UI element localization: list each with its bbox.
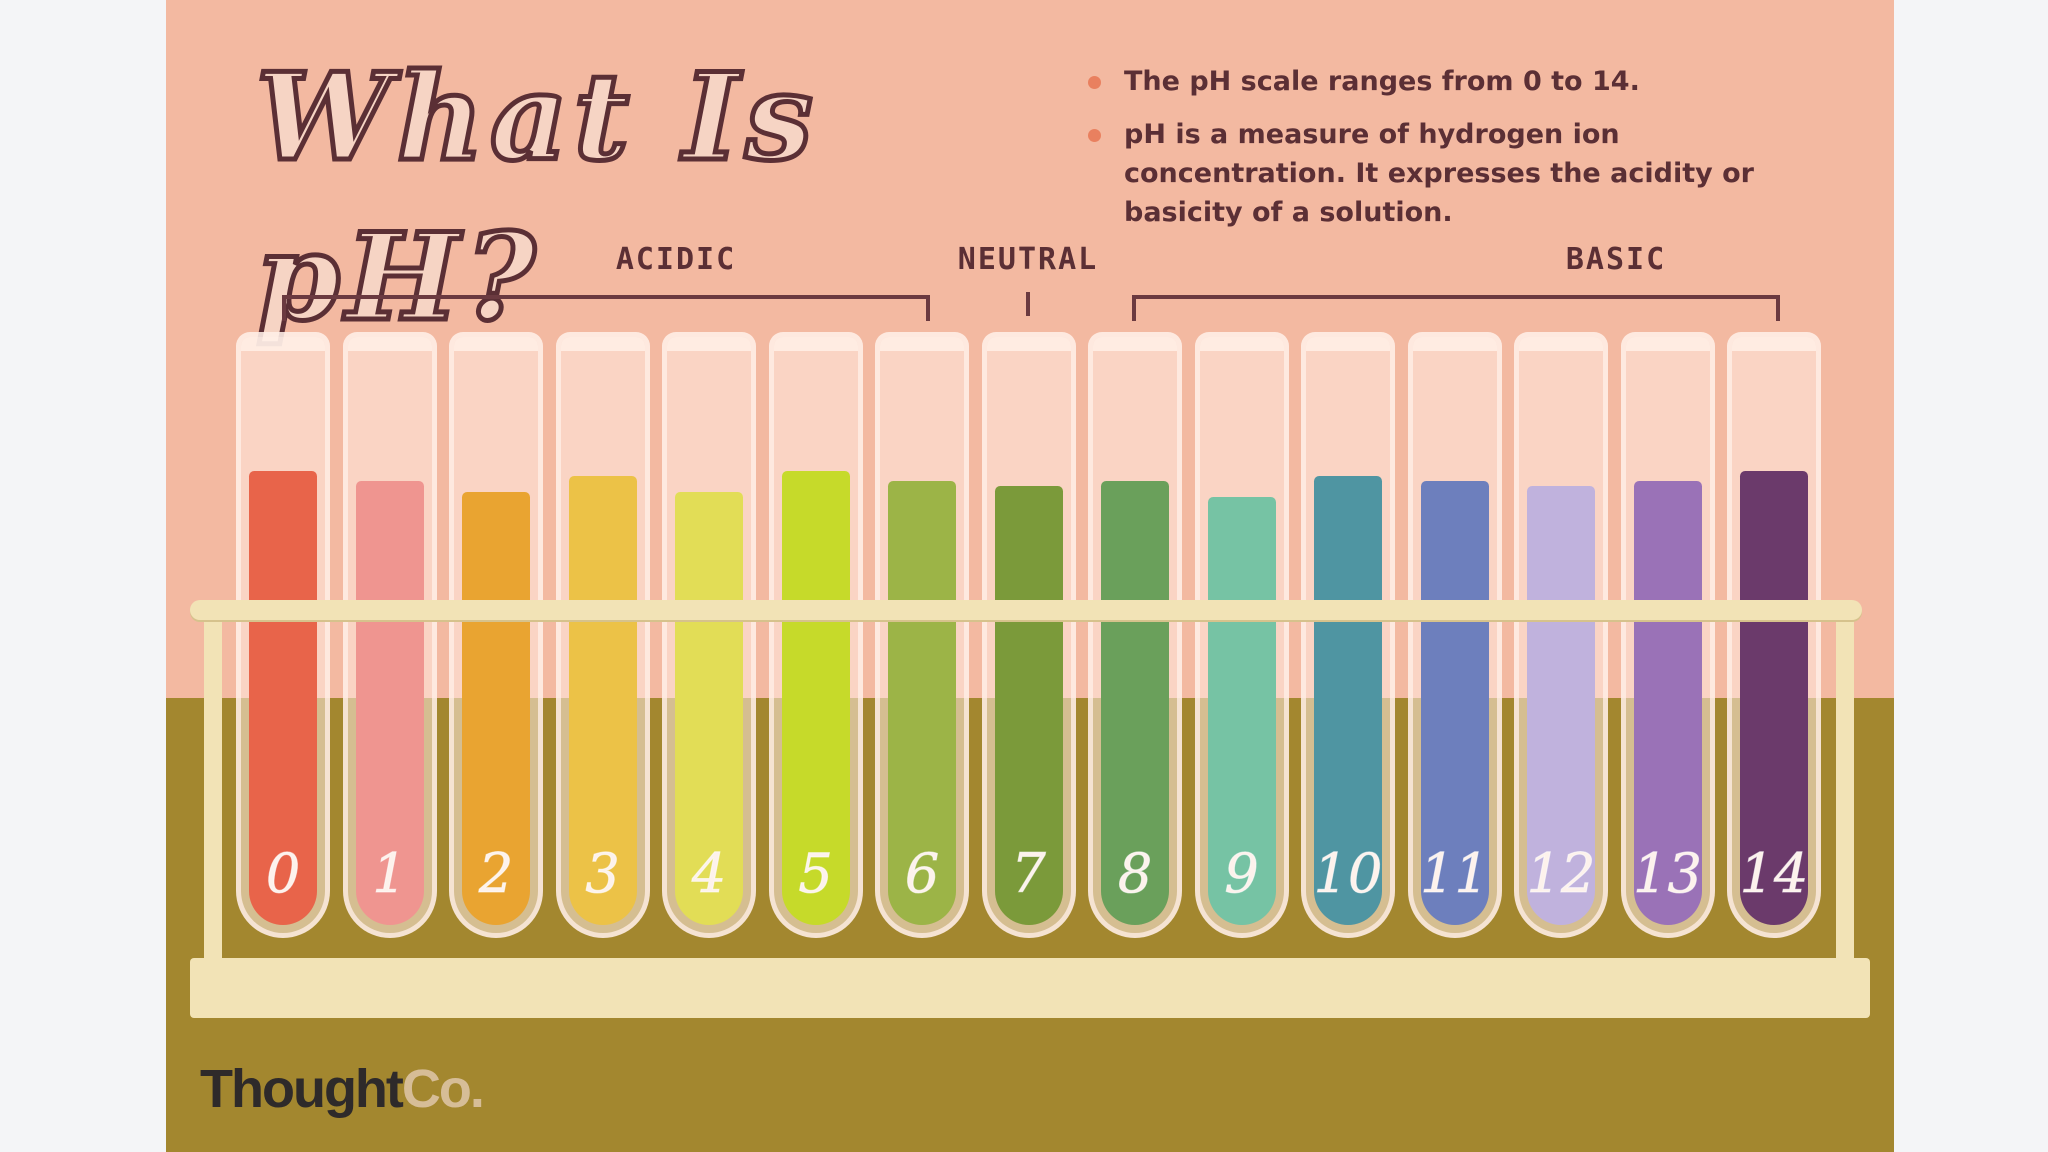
tube-ph-number: 6 — [904, 842, 940, 906]
tube-liquid — [781, 471, 850, 925]
tube-rim — [1732, 337, 1816, 351]
tube-ph-number: 9 — [1224, 842, 1259, 906]
test-tube-ph-7: 7 — [981, 332, 1076, 938]
test-tube-ph-5: 5 — [768, 332, 863, 938]
tube-liquid — [1101, 481, 1169, 925]
logo-part-co: Co. — [401, 1059, 485, 1119]
test-tube-ph-14: 14 — [1727, 332, 1821, 938]
tube-ph-number: 10 — [1313, 842, 1383, 906]
page-title: What Is pH? — [254, 45, 819, 351]
tube-liquid — [888, 481, 956, 925]
test-tube-ph-0: 0 — [236, 332, 330, 938]
test-tube-ph-8: 8 — [1088, 332, 1182, 938]
ph-poster: What Is pH? The pH scale ranges from 0 t… — [166, 0, 1894, 1152]
tube-rim — [1625, 337, 1710, 351]
test-tube-ph-2: 2 — [449, 332, 543, 938]
test-tube-ph-9: 9 — [1194, 332, 1289, 938]
tube-rim — [986, 337, 1071, 351]
test-tube-ph-13: 13 — [1620, 332, 1715, 938]
tube-ph-number: 11 — [1420, 842, 1490, 906]
tube-ph-number: 13 — [1633, 842, 1703, 906]
tube-liquid — [462, 492, 530, 925]
tube-rim — [347, 337, 432, 351]
tube-rim — [241, 337, 325, 351]
tube-liquid — [1740, 471, 1808, 925]
tube-rim — [1519, 337, 1603, 351]
basic-label: BASIC — [1565, 242, 1667, 277]
thoughtco-logo: ThoughtCo. — [200, 1058, 485, 1120]
tube-rim — [454, 337, 538, 351]
tube-ph-number: 3 — [585, 842, 620, 906]
tube-liquid — [675, 492, 743, 925]
tube-ph-number: 14 — [1739, 842, 1809, 906]
bullet-list: The pH scale ranges from 0 to 14. pH is … — [1088, 62, 1848, 246]
test-tube-ph-6: 6 — [875, 332, 969, 938]
test-tube-ph-4: 4 — [662, 332, 756, 938]
tube-rim — [773, 337, 858, 351]
rack-post-right — [1836, 610, 1854, 970]
tube-liquid — [1314, 476, 1382, 925]
bullet-scale-range: The pH scale ranges from 0 to 14. — [1088, 62, 1848, 101]
tube-liquid — [1527, 486, 1595, 925]
tube-liquid — [1633, 481, 1702, 925]
basic-bracket — [1132, 295, 1780, 321]
tube-rim — [1093, 337, 1177, 351]
tube-ph-number: 2 — [478, 842, 514, 906]
bullet-definition: pH is a measure of hydrogen ion concentr… — [1088, 115, 1848, 232]
neutral-label: NEUTRAL — [957, 242, 1099, 277]
tube-liquid — [994, 486, 1063, 925]
tube-ph-number: 0 — [265, 842, 301, 906]
test-tube-ph-12: 12 — [1514, 332, 1608, 938]
tube-rim — [667, 337, 751, 351]
neutral-tick — [1026, 292, 1030, 316]
test-tube-ph-3: 3 — [555, 332, 650, 938]
tube-rim — [1412, 337, 1497, 351]
test-tube-ph-1: 1 — [342, 332, 437, 938]
tube-ph-number: 5 — [798, 842, 833, 906]
tube-liquid — [249, 471, 317, 925]
tube-liquid — [568, 476, 637, 925]
test-tube-ph-11: 11 — [1407, 332, 1502, 938]
tube-ph-number: 4 — [691, 842, 727, 906]
test-tube-ph-10: 10 — [1301, 332, 1395, 938]
tube-liquid — [355, 481, 424, 925]
tube-rim — [1199, 337, 1284, 351]
tube-ph-number: 8 — [1117, 842, 1153, 906]
logo-part-thought: Thought — [200, 1059, 404, 1119]
rack-post-left — [204, 610, 222, 970]
tube-ph-number: 12 — [1526, 842, 1596, 906]
tube-rim — [1306, 337, 1390, 351]
tube-rim — [560, 337, 645, 351]
acidic-bracket — [282, 295, 930, 321]
tube-rim — [880, 337, 964, 351]
rack-base — [190, 958, 1870, 1018]
rack-rail — [190, 600, 1862, 620]
tube-liquid — [1420, 481, 1489, 925]
acidic-label: ACIDIC — [615, 242, 737, 277]
test-tubes: 0 1 2 3 4 5 6 7 8 9 10 11 12 13 14 — [166, 0, 1894, 1152]
tube-liquid — [1207, 497, 1276, 925]
tube-ph-number: 1 — [372, 842, 407, 906]
tube-ph-number: 7 — [1011, 842, 1046, 906]
